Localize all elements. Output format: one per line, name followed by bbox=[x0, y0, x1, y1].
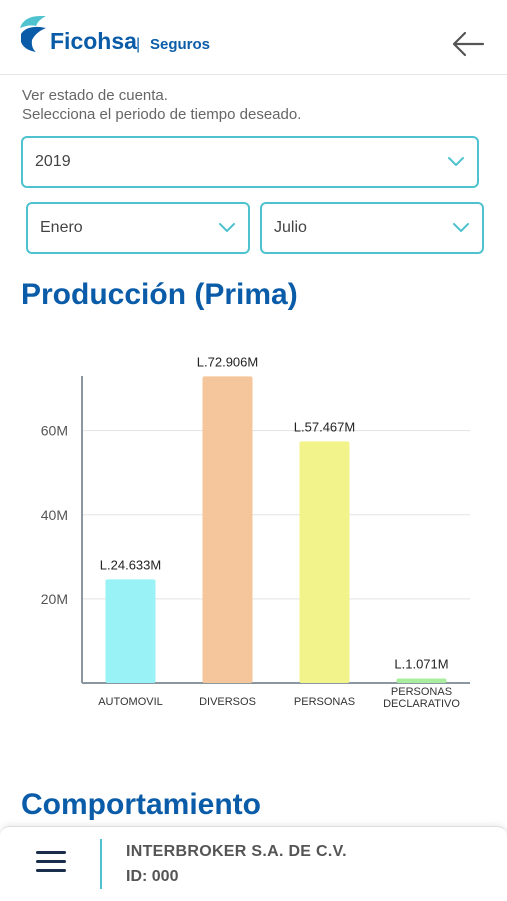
x-category-label: DECLARATIVO bbox=[383, 698, 460, 710]
month-to-value: Julio bbox=[274, 219, 307, 236]
behavior-title: Comportamiento bbox=[21, 788, 261, 821]
chevron-down-icon bbox=[219, 223, 235, 232]
x-category-label: PERSONAS bbox=[294, 696, 355, 708]
bar-personas bbox=[299, 441, 350, 683]
brand-product: Seguros bbox=[150, 36, 210, 53]
intro-text: Ver estado de cuenta. Selecciona el peri… bbox=[22, 86, 301, 124]
bar-value-label: L.1.071M bbox=[394, 656, 448, 671]
x-category-label: DIVERSOS bbox=[199, 696, 256, 708]
hamburger-menu-icon[interactable] bbox=[36, 851, 66, 877]
bottom-bar: INTERBROKER S.A. DE C.V. ID: 000 bbox=[0, 826, 507, 901]
chevron-down-icon bbox=[453, 223, 469, 232]
app-header: Ficohsa | Seguros bbox=[0, 0, 507, 75]
bar-personas-declarativo bbox=[396, 678, 447, 683]
production-bar-chart: 20M 40M 60M L.24.633M AUTOMOVIL L.72.906M DIVE… bbox=[41, 354, 470, 710]
month-to-select[interactable]: Julio bbox=[260, 202, 484, 254]
x-category-label: PERSONAS bbox=[391, 686, 452, 698]
bar-automovil bbox=[105, 579, 156, 683]
chevron-down-icon bbox=[448, 157, 464, 166]
bar-value-label: L.24.633M bbox=[100, 557, 161, 572]
intro-line-1: Ver estado de cuenta. bbox=[22, 87, 168, 104]
production-title: Producción (Prima) bbox=[21, 278, 298, 311]
month-from-select[interactable]: Enero bbox=[26, 202, 250, 254]
ficohsa-logo: Ficohsa | Seguros bbox=[20, 16, 210, 54]
company-id: ID: 000 bbox=[126, 868, 179, 885]
bar-value-label: L.72.906M bbox=[197, 354, 258, 369]
brand-name: Ficohsa bbox=[50, 28, 137, 54]
y-tick-label: 40M bbox=[41, 507, 68, 523]
bar-value-label: L.57.467M bbox=[294, 419, 355, 434]
bar-diversos bbox=[202, 376, 253, 683]
y-tick-label: 20M bbox=[41, 591, 68, 607]
month-from-value: Enero bbox=[40, 219, 83, 236]
back-arrow-icon[interactable] bbox=[449, 26, 489, 62]
y-tick-label: 60M bbox=[41, 423, 68, 439]
company-name: INTERBROKER S.A. DE C.V. bbox=[126, 843, 347, 860]
footer-divider bbox=[100, 839, 102, 889]
intro-line-2: Selecciona el periodo de tiempo deseado. bbox=[22, 106, 302, 123]
x-category-label: AUTOMOVIL bbox=[98, 696, 163, 708]
year-select[interactable]: 2019 bbox=[21, 136, 479, 188]
year-select-value: 2019 bbox=[35, 153, 71, 170]
brand-separator: | bbox=[136, 36, 140, 53]
